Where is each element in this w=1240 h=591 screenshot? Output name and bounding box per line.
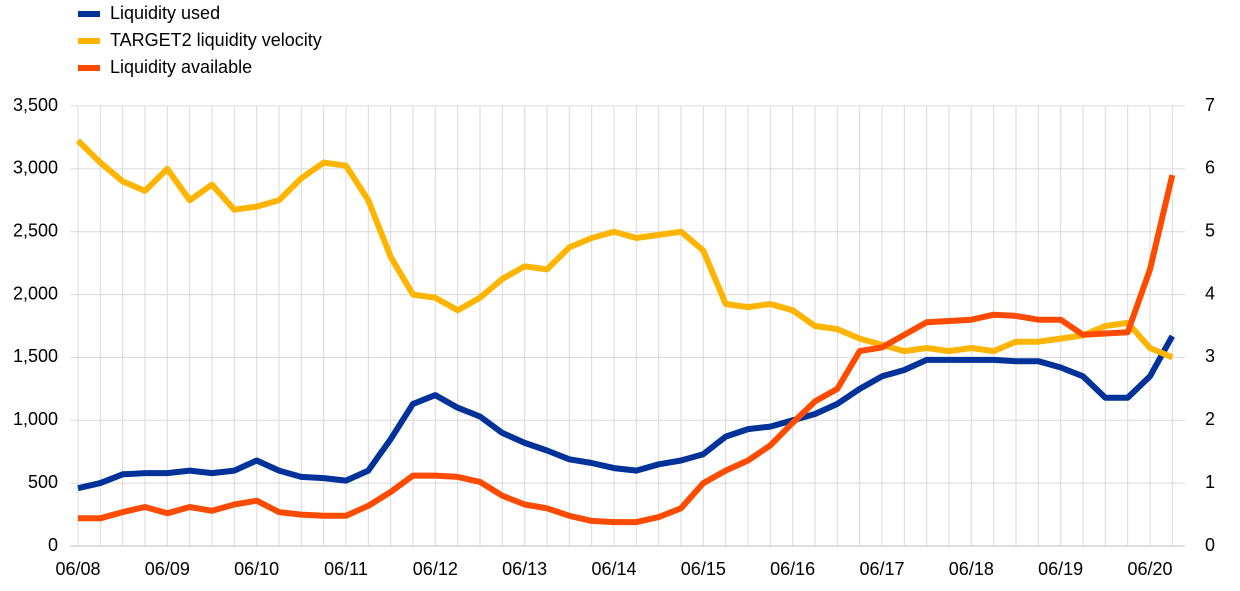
y2-tick-label: 7 [1205,95,1215,115]
y2-tick-label: 1 [1205,472,1215,492]
series-line [77,334,1175,492]
x-tick-label: 06/20 [1127,559,1172,579]
y-tick-label: 500 [28,472,58,492]
x-tick-label: 06/10 [234,559,279,579]
y-tick-label: 0 [48,535,58,555]
series-line [75,138,1174,361]
x-tick-label: 06/15 [681,559,726,579]
x-tick-label: 06/12 [413,559,458,579]
x-tick-label: 06/14 [591,559,636,579]
legend-label: Liquidity available [110,57,252,77]
x-tick-label: 06/19 [1038,559,1083,579]
x-tick-label: 06/13 [502,559,547,579]
series-line [78,174,1176,526]
legend-label: Liquidity used [110,3,220,23]
y2-tick-label: 6 [1205,158,1215,178]
y2-tick-label: 2 [1205,409,1215,429]
y-tick-label: 3,500 [13,95,58,115]
x-tick-label: 06/16 [770,559,815,579]
x-tick-label: 06/18 [949,559,994,579]
y2-tick-label: 5 [1205,220,1215,240]
y-tick-label: 1,500 [13,346,58,366]
y2-tick-label: 3 [1205,346,1215,366]
y-tick-label: 2,500 [13,220,58,240]
y-tick-label: 1,000 [13,409,58,429]
x-tick-label: 06/17 [859,559,904,579]
y-tick-label: 2,000 [13,283,58,303]
y2-tick-label: 4 [1205,283,1215,303]
x-tick-label: 06/11 [324,559,368,579]
x-tick-label: 06/08 [55,559,100,579]
x-tick-label: 06/09 [145,559,190,579]
y-tick-label: 3,000 [13,158,58,178]
y2-tick-label: 0 [1205,535,1215,555]
legend-label: TARGET2 liquidity velocity [110,30,322,50]
